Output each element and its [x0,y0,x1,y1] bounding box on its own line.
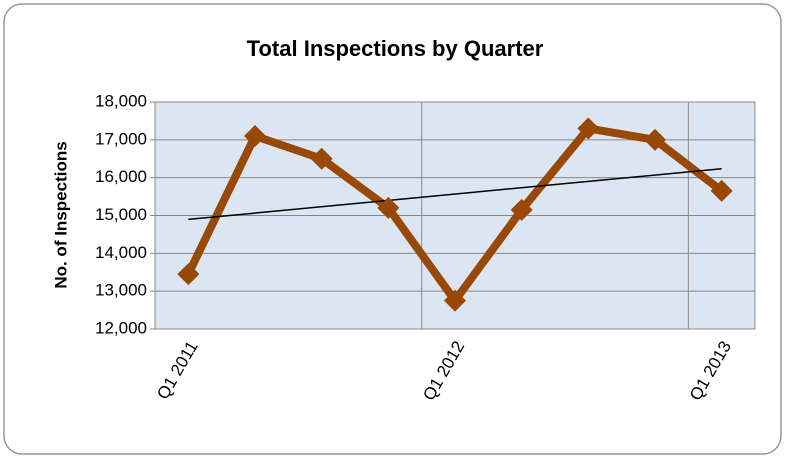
marker [577,117,600,140]
trendline [188,167,722,221]
marker [310,147,333,170]
chart-title: Total Inspections by Quarter [247,36,544,61]
y-axis-label: No. of Inspections [51,141,70,288]
y-tick-label: 18,000 [95,91,147,110]
marker [177,263,200,286]
marker [244,125,266,148]
marker [510,198,533,221]
y-tick-label: 16,000 [95,167,147,186]
y-tick-label: 13,000 [95,281,147,300]
y-tick-label: 12,000 [95,318,147,337]
marker [710,179,733,202]
marker [444,289,466,312]
marker [377,196,400,219]
marker [644,128,666,151]
y-tick-label: 14,000 [95,243,147,262]
y-tick-label: 15,000 [95,205,147,224]
y-tick-label: 17,000 [95,129,147,148]
plot-border [154,101,756,330]
